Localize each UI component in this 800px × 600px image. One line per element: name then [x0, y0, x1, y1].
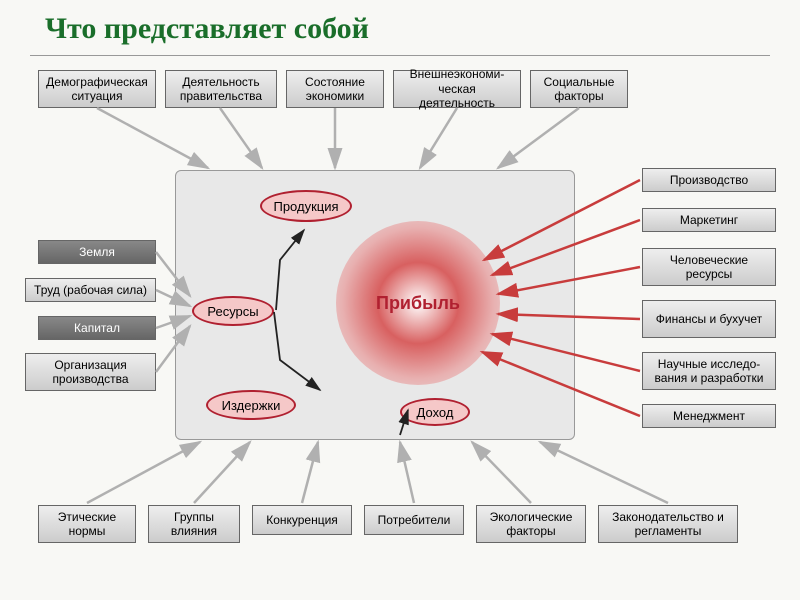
top-factor-box: Состояние экономики	[286, 70, 384, 108]
right-function-box: Человеческие ресурсы	[642, 248, 776, 286]
right-function-box: Менеджмент	[642, 404, 776, 428]
right-function-box: Финансы и бухучет	[642, 300, 776, 338]
right-function-box: Маркетинг	[642, 208, 776, 232]
title-underline	[30, 55, 770, 56]
inner-oval: Издержки	[206, 390, 296, 420]
top-factor-box: Деятельность правительства	[165, 70, 277, 108]
bottom-factor-box: Экологические факторы	[476, 505, 586, 543]
top-factor-box: Внешнеэкономи- ческая деятельность	[393, 70, 521, 108]
inner-oval: Ресурсы	[192, 296, 274, 326]
bottom-factor-box: Законодательство и регламенты	[598, 505, 738, 543]
inner-oval: Доход	[400, 398, 470, 426]
bottom-factor-box: Этические нормы	[38, 505, 136, 543]
left-resource-box: Труд (рабочая сила)	[25, 278, 156, 302]
bottom-factor-box: Группы влияния	[148, 505, 240, 543]
bottom-factor-box: Потребители	[364, 505, 464, 535]
right-function-box: Производство	[642, 168, 776, 192]
left-resource-box: Капитал	[38, 316, 156, 340]
left-resource-box: Земля	[38, 240, 156, 264]
profit-circle: Прибыль	[336, 221, 500, 385]
right-function-box: Научные исследо- вания и разработки	[642, 352, 776, 390]
top-factor-box: Социальные факторы	[530, 70, 628, 108]
left-resource-box: Организация производства	[25, 353, 156, 391]
inner-oval: Продукция	[260, 190, 352, 222]
page-title: Что представляет собой	[45, 12, 369, 46]
top-factor-box: Демографическая ситуация	[38, 70, 156, 108]
bottom-factor-box: Конкуренция	[252, 505, 352, 535]
